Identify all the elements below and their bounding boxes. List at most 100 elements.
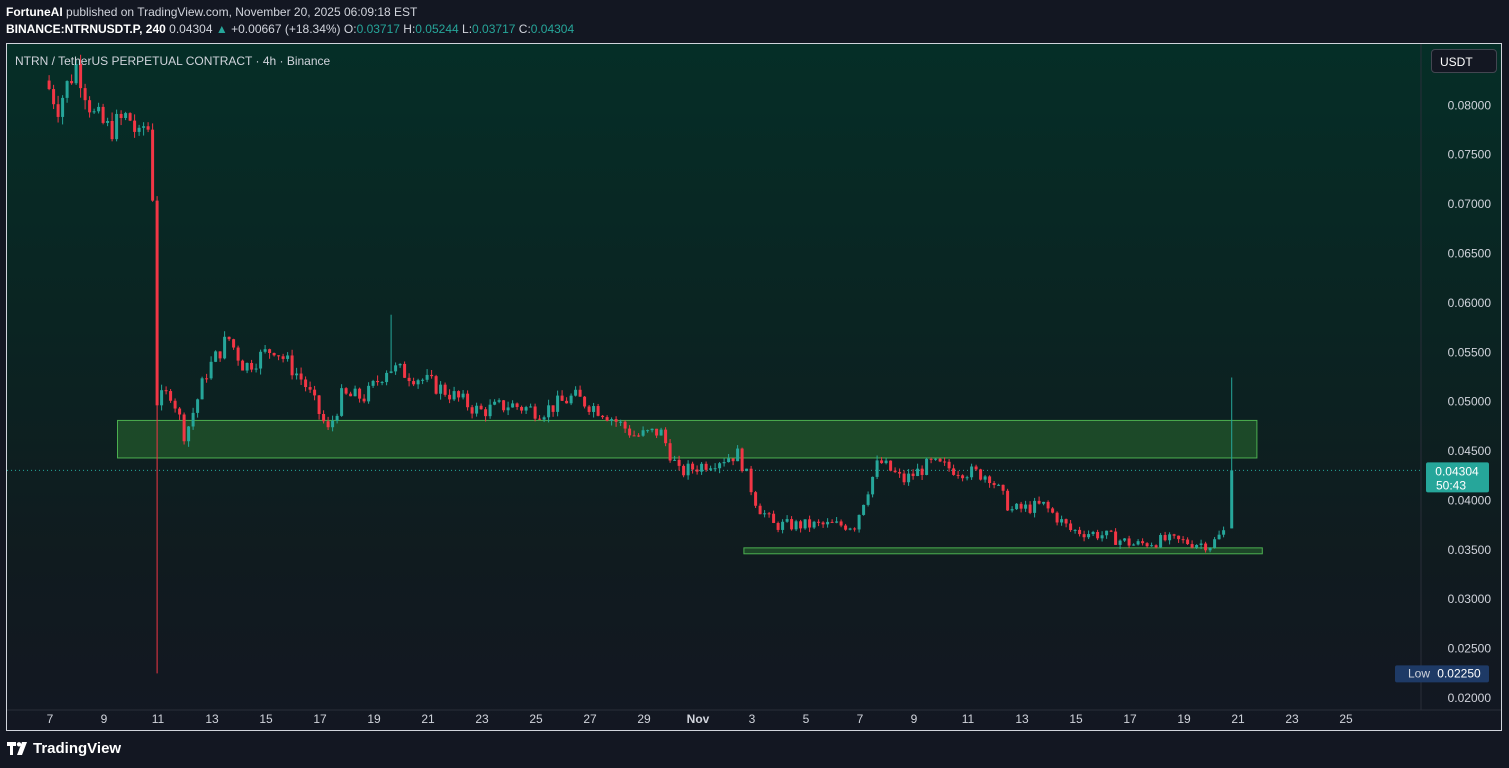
candle-body [223,336,227,359]
candle-body [830,521,834,523]
candle-body [322,414,326,422]
candle-body [106,120,110,123]
candle-body [308,387,312,390]
candle-body [326,421,330,428]
candle-body [358,388,362,399]
symbol-label[interactable]: BINANCE:NTRNUSDT.P, 240 [6,22,166,36]
candle-body [425,374,429,380]
candle-body [1109,530,1113,532]
time-tick-label: Nov [687,712,710,726]
candle-body [1217,534,1221,540]
candle-body [965,477,969,479]
candle-body [205,378,209,380]
price-tick-label: 0.06000 [1448,296,1492,310]
candle-body [997,484,1001,486]
candle-body [151,129,155,201]
low-label-header: L: [462,22,473,36]
candle-body [1073,529,1077,531]
low-value-header: 0.03717 [472,22,516,36]
time-tick-label: 3 [749,712,756,726]
candle-body [430,374,434,377]
time-tick-label: 15 [259,712,273,726]
candle-body [1159,534,1163,548]
symbol-info-bar: BINANCE:NTRNUSDT.P, 240 0.04304 ▲ +0.006… [6,22,574,36]
candle-body [56,104,60,117]
candle-body [416,380,420,385]
candle-body [268,349,272,353]
candle-body [668,443,672,461]
time-tick-label: 19 [367,712,381,726]
candle-body [569,395,573,404]
candle-body [250,362,254,370]
candle-body [457,391,461,398]
candle-body [259,351,263,369]
candle-body [853,528,857,530]
candle-body [1181,539,1185,541]
candle-body [281,356,285,359]
candle-body [619,421,623,423]
candle-body [727,458,731,463]
candle-body [344,388,348,394]
candle-body [929,458,933,460]
candle-body [443,384,447,395]
candle-body [1010,509,1014,511]
candle-body [1105,530,1109,536]
candle-body [286,355,290,359]
candle-body [299,373,303,380]
candle-body [133,120,137,132]
tradingview-logo-icon [7,742,27,755]
candle-body [1078,529,1082,535]
candle-body [992,483,996,486]
time-tick-label: 25 [529,712,543,726]
current-price-label: 0.04304 [1435,464,1479,478]
candle-body [754,492,758,506]
candle-body [403,363,407,378]
candle-body [1186,539,1190,545]
candle-body [844,525,848,530]
brand-name: TradingView [33,740,122,757]
candle-body [47,80,51,90]
candle-body [1082,534,1086,538]
candle-body [1199,543,1203,545]
candle-body [119,113,123,119]
candlestick-chart[interactable]: 0.08000 0.07500 0.07000 0.06500 0.06000 0.055… [7,44,1502,731]
time-tick-label: 15 [1069,712,1083,726]
candle-body [83,88,87,101]
candle-body [380,382,384,384]
currency-unit-button[interactable]: USDT [1431,49,1497,73]
candle-body [988,476,992,484]
tradingview-footer[interactable]: TradingView [7,740,121,757]
candle-body [1024,504,1028,509]
chart-frame[interactable]: 0.08000 0.07500 0.07000 0.06500 0.06000 0.055… [6,43,1502,731]
candle-body [92,111,96,113]
candle-body [367,385,371,402]
candle-body [160,390,164,406]
candle-body [623,421,627,429]
candle-body [673,459,677,461]
candle-body [1087,534,1091,538]
candle-body [1150,545,1154,547]
price-tick-label: 0.04000 [1448,493,1492,507]
candle-body [848,528,852,530]
candle-body [448,394,452,400]
candle-body [857,514,861,530]
candle-body [97,106,101,112]
candle-body [479,405,483,410]
candle-body [335,415,339,421]
time-tick-label: 7 [47,712,54,726]
candle-body [191,412,195,427]
candle-body [110,120,114,140]
candle-body [1046,501,1050,509]
candle-body [839,521,843,526]
candle-body [371,380,375,386]
candle-body [187,426,191,442]
chart-legend: NTRN / TetherUS PERPETUAL CONTRACT · 4h … [15,54,331,68]
candle-body [317,395,321,415]
candle-body [776,522,780,530]
candle-body [421,379,425,381]
author-name[interactable]: FortuneAI [6,5,63,19]
candle-body [452,391,456,400]
candle-body [587,406,591,412]
candle-body [709,468,713,470]
candle-body [1091,531,1095,535]
